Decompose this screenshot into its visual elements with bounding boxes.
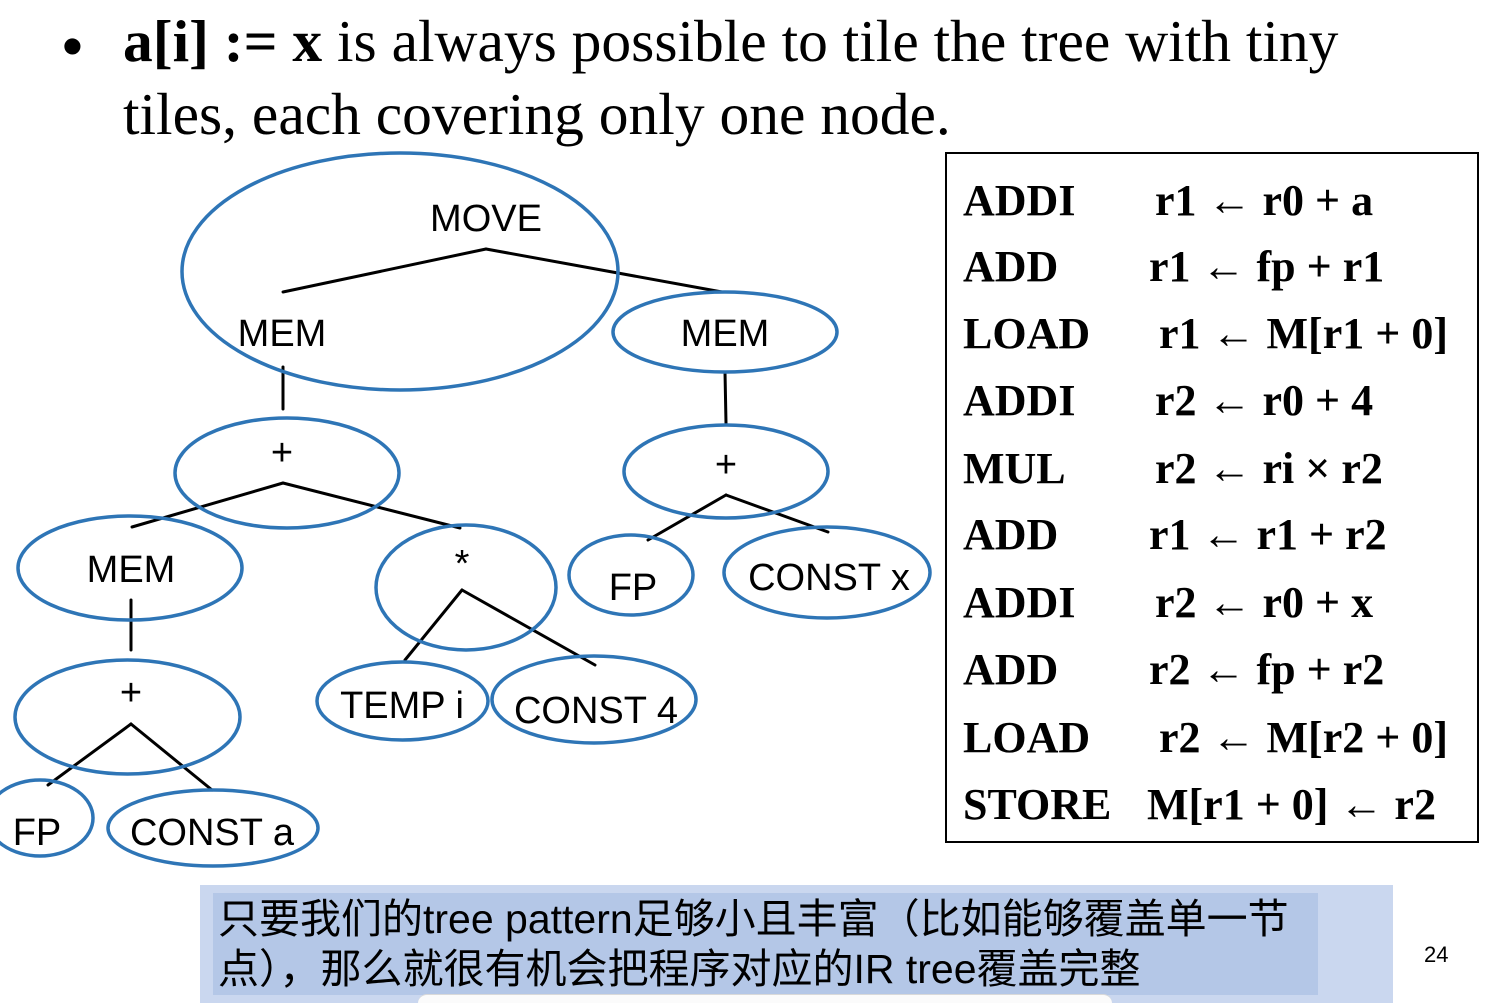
node-temp-i-label: TEMP i xyxy=(340,685,464,727)
instruction-opcode: ADDI xyxy=(963,578,1075,627)
instruction-row: ADD r1 ← r1 + r2 xyxy=(963,510,1387,559)
node-plus-src-label: + xyxy=(715,444,737,486)
instruction-row: ADDI r2 ← r0 + x xyxy=(963,578,1373,627)
note-text-line: 只要我们的tree pattern足够小且丰富（比如能够覆盖单一节 xyxy=(218,896,1289,942)
tile-move-mem xyxy=(180,151,620,392)
tile-mem-src xyxy=(611,290,839,374)
instruction-opcode: ADD xyxy=(963,510,1058,559)
tile-fp-base xyxy=(0,778,95,858)
instruction-row: ADDI r2 ← r0 + 4 xyxy=(963,376,1373,425)
edge-plus-dst-to-mem xyxy=(130,481,285,529)
tile-plus-src xyxy=(622,423,830,520)
tree-edges xyxy=(46,247,830,792)
bottom-partial-shape xyxy=(418,994,1112,1003)
instruction-operands: r1 ← fp + r1 xyxy=(1149,242,1384,291)
edge-times-to-const-4 xyxy=(460,588,597,667)
instruction-operands: M[r1 + 0] ← r2 xyxy=(1147,780,1436,829)
instruction-row: ADDI r1 ← r0 + a xyxy=(963,176,1373,225)
instruction-operands: r1 ← r1 + r2 xyxy=(1149,510,1387,559)
edge-plus-base-to-const-a xyxy=(129,722,214,792)
instruction-row: STORE M[r1 + 0] ← r2 xyxy=(963,780,1436,829)
instruction-opcode: STORE xyxy=(963,780,1111,829)
instruction-operands: r2 ← r0 + 4 xyxy=(1155,376,1373,425)
instruction-box-border xyxy=(945,152,1479,843)
instruction-row: ADD r2 ← fp + r2 xyxy=(963,645,1384,694)
instruction-row: MUL r2 ← ri × r2 xyxy=(963,444,1383,493)
edge-mem-src-to-plus xyxy=(723,370,728,425)
instruction-operands: r1 ← M[r1 + 0] xyxy=(1159,309,1448,358)
bullet-text-line-1: a[i] := x is always possible to tile the… xyxy=(123,5,1338,78)
bullet-code-expression: a[i] := x xyxy=(123,8,323,74)
node-const-4-label: CONST 4 xyxy=(514,690,678,732)
edge-plus-dst-to-times xyxy=(281,481,462,530)
tile-plus-base xyxy=(13,658,242,776)
page-number: 24 xyxy=(1424,942,1449,967)
instruction-operands: r2 ← M[r2 + 0] xyxy=(1159,713,1448,762)
instruction-opcode: ADDI xyxy=(963,176,1075,225)
tile-temp-i xyxy=(315,660,490,742)
bullet-text-line-1-rest: is always possible to tile the tree with… xyxy=(337,8,1339,74)
instruction-opcode: ADD xyxy=(963,242,1058,291)
edge-times-to-temp-i xyxy=(403,588,464,662)
tile-const-a xyxy=(106,788,320,868)
tree-tiles xyxy=(0,151,932,868)
node-fp-base-label: FP xyxy=(13,812,62,854)
instruction-operands: r2 ← ri × r2 xyxy=(1155,444,1383,493)
node-const-a-label: CONST a xyxy=(130,812,295,854)
node-plus-base-label: + xyxy=(120,672,142,714)
instruction-opcode: ADD xyxy=(963,645,1058,694)
node-const-x-label: CONST x xyxy=(748,557,910,599)
bullet-marker: • xyxy=(62,12,83,79)
tile-plus-dst xyxy=(173,416,401,530)
edge-plus-src-to-fp xyxy=(646,493,728,542)
instruction-row: ADD r1 ← fp + r1 xyxy=(963,242,1384,291)
instruction-opcode: LOAD xyxy=(963,309,1090,358)
instruction-operands: r2 ← r0 + x xyxy=(1155,578,1373,627)
edge-move-to-mem-dst xyxy=(281,247,488,294)
edge-plus-base-to-fp xyxy=(46,722,133,787)
tile-times xyxy=(374,523,558,652)
tile-mem-base xyxy=(16,514,244,622)
node-mem-src-label: MEM xyxy=(681,313,770,355)
tree-node-labels: MOVE MEM MEM + + MEM * FP CONST x + TEMP… xyxy=(13,198,910,854)
ir-tree-diagram: MOVE MEM MEM + + MEM * FP CONST x + TEMP… xyxy=(0,151,932,868)
instruction-operands: r1 ← r0 + a xyxy=(1155,176,1373,225)
note-text-box: 只要我们的tree pattern足够小且丰富（比如能够覆盖单一节 点），那么就… xyxy=(213,893,1318,995)
instruction-opcode: ADDI xyxy=(963,376,1075,425)
instruction-opcode: LOAD xyxy=(963,713,1090,762)
node-mem-dst-label: MEM xyxy=(238,313,327,355)
node-move-label: MOVE xyxy=(430,198,542,240)
instruction-list: ADDI r1 ← r0 + a ADD r1 ← fp + r1 LOAD r… xyxy=(945,152,1479,843)
node-mem-base-label: MEM xyxy=(87,549,176,591)
tile-const-4 xyxy=(490,654,698,745)
bullet-text-line-2: tiles, each covering only one node. xyxy=(123,81,951,147)
tile-fp-src xyxy=(567,533,695,617)
instruction-operands: r2 ← fp + r2 xyxy=(1149,645,1384,694)
instruction-opcode: MUL xyxy=(963,444,1066,493)
node-fp-src-label: FP xyxy=(609,567,658,609)
node-times-label: * xyxy=(455,543,470,585)
node-plus-dst-label: + xyxy=(271,432,293,474)
bullet-text: a[i] := x is always possible to tile the… xyxy=(123,5,1338,151)
edge-move-to-mem-src xyxy=(484,247,724,294)
instruction-row: LOAD r1 ← M[r1 + 0] xyxy=(963,309,1448,358)
instruction-row: LOAD r2 ← M[r2 + 0] xyxy=(963,713,1448,762)
note-text-line: 点），那么就很有机会把程序对应的IR tree覆盖完整 xyxy=(218,946,1141,992)
tile-const-x xyxy=(722,525,932,620)
